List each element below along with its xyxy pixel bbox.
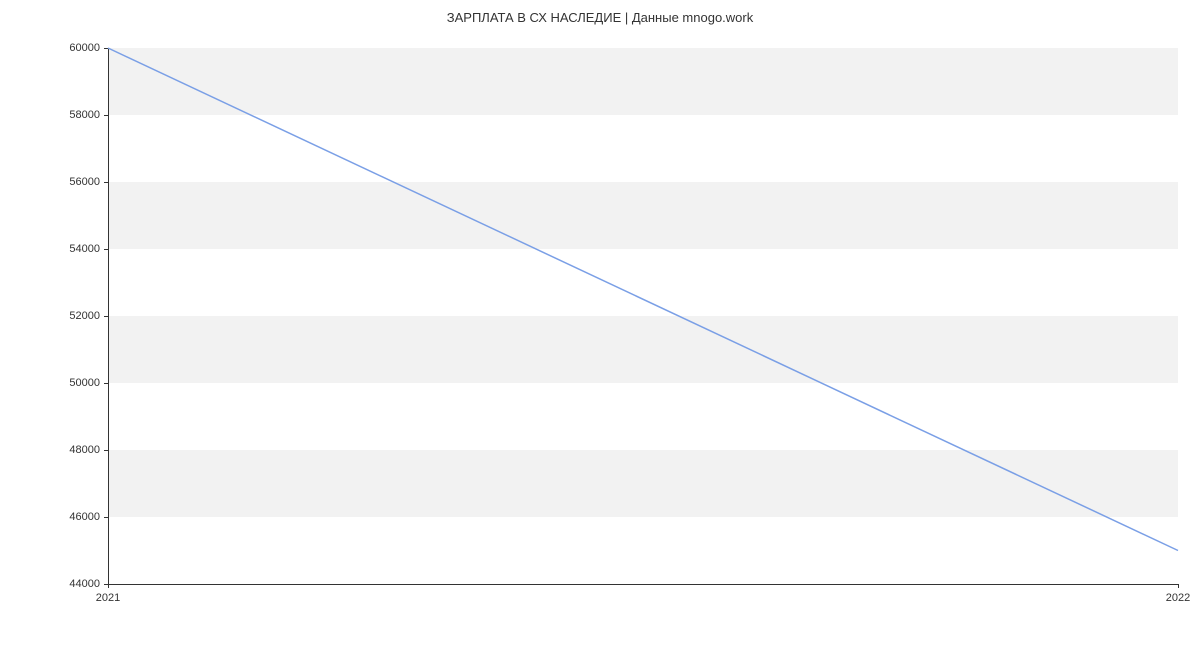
y-tick-label: 48000 (40, 444, 100, 456)
y-tick-label: 50000 (40, 377, 100, 389)
y-tick-label: 56000 (40, 176, 100, 188)
x-tick (1178, 584, 1179, 588)
y-tick-label: 60000 (40, 42, 100, 54)
x-tick-label: 2022 (1166, 592, 1190, 604)
chart-title: ЗАРПЛАТА В СХ НАСЛЕДИЕ | Данные mnogo.wo… (0, 10, 1200, 25)
x-tick (108, 584, 109, 588)
salary-chart: ЗАРПЛАТА В СХ НАСЛЕДИЕ | Данные mnogo.wo… (0, 0, 1200, 650)
y-tick-label: 52000 (40, 310, 100, 322)
series-salary (108, 48, 1178, 551)
y-tick-label: 54000 (40, 243, 100, 255)
y-tick-label: 58000 (40, 109, 100, 121)
x-axis (108, 584, 1178, 585)
plot-area: 4400046000480005000052000540005600058000… (108, 48, 1178, 584)
series-layer (108, 48, 1178, 584)
y-tick-label: 46000 (40, 511, 100, 523)
y-tick-label: 44000 (40, 578, 100, 590)
x-tick-label: 2021 (96, 592, 120, 604)
